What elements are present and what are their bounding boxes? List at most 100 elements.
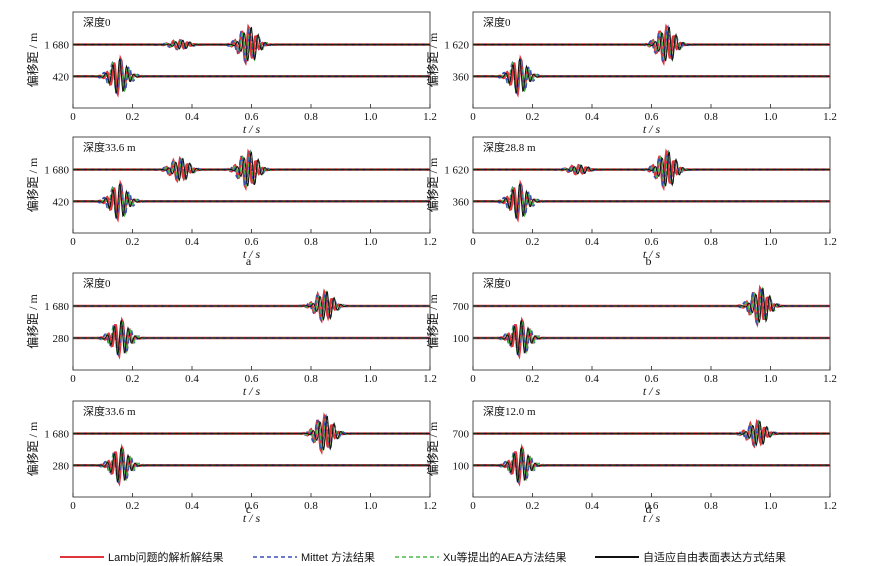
x-tick-label: 1.0: [364, 236, 378, 248]
panel-c-1: 0 0.2 0.4 0.6 0.8 1.0 1.2 t / s 偏移距 / m 深度0 1 680 2…: [25, 272, 437, 398]
x-tick-label: 1.0: [364, 373, 378, 385]
trace-offset-2-series-adaptive: [73, 447, 430, 482]
x-tick-label: 0.4: [185, 236, 199, 248]
depth-label: 深度12.0 m: [483, 404, 536, 418]
y-axis-label: 偏移距 / m: [425, 294, 440, 349]
y-tick-label: 1 680: [44, 429, 69, 441]
trace-offset-1-series-adaptive: [473, 287, 830, 324]
panel-b-1: 0 0.2 0.4 0.6 0.8 1.0 1.2 t / s 偏移距 / m 深度0 1 620 3…: [425, 11, 837, 136]
subfigure-label-a: a: [246, 254, 252, 268]
x-tick-label: 0.8: [304, 500, 318, 512]
x-tick-label: 0.8: [304, 236, 318, 248]
x-tick-label: 0.4: [185, 373, 199, 385]
y-tick-label: 1 680: [44, 301, 69, 313]
x-axis-label: t / s: [643, 122, 661, 136]
y-axis-label: 偏移距 / m: [425, 157, 440, 212]
y-tick-label: 1 620: [444, 40, 469, 52]
x-tick-label: 0.2: [126, 111, 140, 123]
y-tick-label: 360: [453, 196, 470, 208]
y-tick-label: 360: [453, 71, 470, 83]
x-tick-label: 0.8: [304, 111, 318, 123]
trace-offset-1-series-adaptive: [73, 291, 430, 322]
x-tick-label: 0: [470, 111, 476, 123]
trace-offset-1-series-adaptive: [473, 151, 830, 187]
y-tick-label: 1 680: [44, 165, 69, 177]
x-tick-label: 1.2: [423, 111, 437, 123]
x-tick-label: 0.2: [126, 500, 140, 512]
depth-label: 深度28.8 m: [483, 140, 536, 154]
y-axis-label: 偏移距 / m: [425, 32, 440, 87]
y-tick-label: 280: [53, 460, 70, 472]
x-tick-label: 1.0: [764, 111, 778, 123]
x-tick-label: 0.2: [526, 500, 540, 512]
x-tick-label: 0.8: [704, 373, 718, 385]
y-tick-label: 1 680: [44, 40, 69, 52]
x-tick-label: 0: [70, 236, 76, 248]
x-tick-label: 0.6: [645, 236, 659, 248]
x-axis-label: t / s: [643, 511, 661, 525]
x-tick-label: 0.4: [585, 500, 599, 512]
x-tick-label: 0.6: [245, 373, 259, 385]
y-axis-label: 偏移距 / m: [25, 157, 40, 212]
legend-label-4: 自适应自由表面表达方式结果: [643, 550, 786, 564]
panel-d-1: 0 0.2 0.4 0.6 0.8 1.0 1.2 t / s 偏移距 / m 深度0 700 100: [425, 272, 837, 398]
panel-a-2: 0 0.2 0.4 0.6 0.8 1.0 1.2 t / s 偏移距 / m 深度33.6 m 1…: [25, 136, 437, 261]
x-tick-label: 0.4: [585, 236, 599, 248]
y-axis-label: 偏移距 / m: [425, 421, 440, 476]
y-tick-label: 420: [53, 196, 70, 208]
x-tick-label: 0.2: [126, 236, 140, 248]
x-tick-label: 0: [70, 373, 76, 385]
trace-offset-1-series-adaptive: [73, 415, 430, 451]
legend-label-1: Lamb问题的解析解结果: [108, 550, 224, 564]
x-axis-label: t / s: [643, 384, 661, 398]
legend-label-2: Mittet 方法结果: [301, 550, 375, 564]
y-tick-label: 100: [453, 333, 470, 345]
x-tick-label: 1.2: [423, 236, 437, 248]
x-tick-label: 0.6: [245, 500, 259, 512]
trace-offset-1-series-adaptive: [73, 151, 430, 187]
trace-offset-1-series-adaptive: [473, 421, 830, 447]
x-tick-label: 0.2: [126, 373, 140, 385]
depth-label: 深度0: [83, 276, 111, 290]
y-tick-label: 700: [453, 301, 470, 313]
x-tick-label: 0.4: [585, 111, 599, 123]
x-tick-label: 0: [70, 111, 76, 123]
x-tick-label: 1.2: [423, 500, 437, 512]
depth-label: 深度0: [483, 15, 511, 29]
x-tick-label: 0.6: [645, 373, 659, 385]
x-tick-label: 1.2: [823, 236, 837, 248]
panel-c-2: 0 0.2 0.4 0.6 0.8 1.0 1.2 t / s 偏移距 / m 深度33.6 m 1…: [25, 400, 437, 525]
y-axis-label: 偏移距 / m: [25, 32, 40, 87]
x-tick-label: 0.4: [185, 111, 199, 123]
x-tick-label: 0.2: [526, 373, 540, 385]
x-tick-label: 1.2: [423, 373, 437, 385]
trace-offset-1-series-adaptive: [73, 26, 430, 62]
x-tick-label: 0.4: [185, 500, 199, 512]
x-tick-label: 0.6: [645, 111, 659, 123]
y-tick-label: 280: [53, 333, 70, 345]
plot-frame: [72, 11, 431, 109]
trace-offset-2-series-adaptive: [73, 320, 430, 355]
panel-d-2: 0 0.2 0.4 0.6 0.8 1.0 1.2 t / s 偏移距 / m 深度12.0 m 7…: [425, 400, 837, 525]
panel-a-1: 0 0.2 0.4 0.6 0.8 1.0 1.2 t / s 偏移距 / m 深度0 1 680 4…: [25, 11, 437, 136]
x-tick-label: 0.6: [245, 236, 259, 248]
x-tick-label: 0: [470, 236, 476, 248]
plot-frame: [472, 11, 831, 109]
x-tick-label: 1.0: [364, 500, 378, 512]
x-tick-label: 0: [470, 373, 476, 385]
y-axis-label: 偏移距 / m: [25, 421, 40, 476]
trace-offset-2-series-adaptive: [73, 58, 430, 93]
x-tick-label: 1.2: [823, 373, 837, 385]
y-tick-label: 420: [53, 71, 70, 83]
legend: Lamb问题的解析解结果 Mittet 方法结果 Xu等提出的AEA方法结果 自适应自…: [60, 550, 786, 564]
x-tick-label: 1.0: [764, 500, 778, 512]
x-tick-label: 0.2: [526, 111, 540, 123]
x-tick-label: 0.2: [526, 236, 540, 248]
trace-offset-2-series-adaptive: [473, 58, 830, 93]
trace-offset-1-series-adaptive: [473, 26, 830, 62]
y-tick-label: 1 620: [444, 165, 469, 177]
x-tick-label: 0.8: [304, 373, 318, 385]
plot-frame: [472, 272, 831, 371]
trace-offset-2-series-adaptive: [73, 183, 430, 218]
x-tick-label: 1.0: [764, 373, 778, 385]
